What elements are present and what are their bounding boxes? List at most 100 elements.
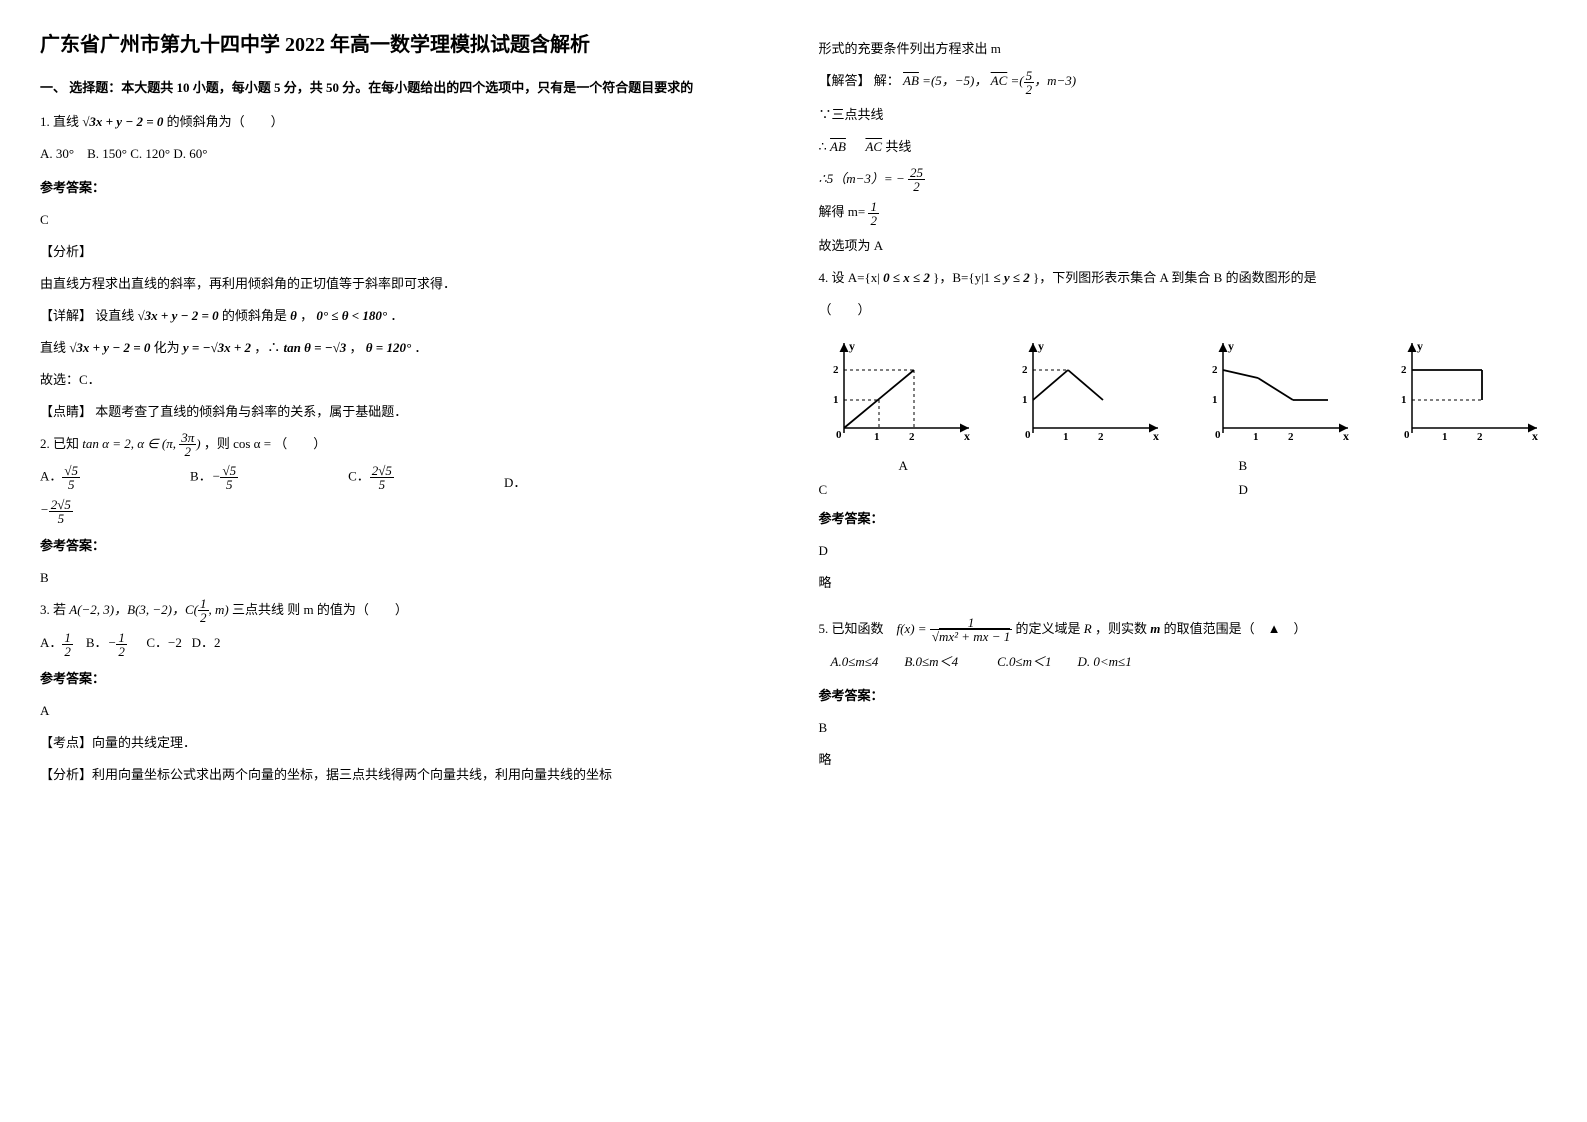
q1-stem: 1. 直线 √3x + y − 2 = 0 的倾斜角为（ ） (40, 109, 769, 135)
q1-d2f: tan θ = −√3 (284, 340, 347, 355)
q5-omit: 略 (819, 747, 1548, 773)
sol3-line2: ∵三点共线 (819, 102, 1548, 128)
q4-labelD: D (1239, 482, 1248, 498)
q2-ad: 5 (62, 478, 80, 491)
q5-m: m (1150, 621, 1160, 636)
q2-fd: 2 (179, 445, 196, 458)
q5-R: R (1084, 621, 1092, 636)
q1-d1f: 0° ≤ θ < 180° (316, 308, 387, 323)
q2-optC: C．2√55 (348, 464, 394, 491)
q1-d1e: ， (300, 308, 313, 323)
svg-text:y: y (1417, 339, 1423, 353)
q5-s2: ，则实数 (1095, 621, 1147, 636)
q2-fn: 3π (179, 431, 196, 445)
q3-options: A．12 B．−12 C．−2 D．2 (40, 630, 769, 658)
sol3-1d: 2 (1024, 83, 1035, 96)
q3-kp-label: 【考点】 (40, 735, 92, 750)
sol3-ab: AB (903, 73, 919, 88)
q1-d1g: ． (390, 308, 403, 323)
q4-labelC: C (819, 482, 1239, 498)
svg-text:0: 0 (1404, 429, 1410, 441)
q4-ans: D (819, 538, 1548, 564)
sol3-1n: 5 (1024, 69, 1035, 83)
q3-bd: 2 (116, 645, 127, 658)
q1-stem-prefix: 1. 直线 (40, 114, 79, 129)
sol3-1a: 解： (874, 73, 900, 88)
q1-d1a: 设直线 (95, 308, 134, 323)
graph-c: 0 1 2 1 2 x y (1198, 338, 1358, 448)
q2-ans: B (40, 565, 769, 591)
q4-option-labels-1: A B (819, 458, 1548, 474)
q2-optB: B．−√55 (190, 464, 238, 491)
q4-ans-label: 参考答案： (819, 506, 1548, 532)
svg-text:1: 1 (1063, 431, 1069, 443)
q2-dd: 5 (49, 512, 73, 525)
q3-end: , m) (209, 602, 229, 617)
q3-optC: C．−2 (146, 635, 182, 650)
q2-cn: 2√5 (370, 464, 394, 478)
svg-text:0: 0 (1215, 429, 1221, 441)
svg-text:0: 0 (1025, 429, 1031, 441)
sol3-3d: AC (865, 139, 882, 154)
sol3-1f: ，m−3) (1034, 73, 1076, 88)
q5-prefix: 5. 已知函数 (819, 621, 884, 636)
svg-text:2: 2 (1288, 431, 1294, 443)
q3-bn: 1 (116, 631, 127, 645)
q1-d2a: 直线 (40, 340, 66, 355)
q2-tan-end: ) (196, 436, 200, 451)
sol3-3e: 共线 (885, 139, 911, 154)
q2-an: √5 (62, 464, 80, 478)
q1-d2g: ， (350, 340, 363, 355)
graph-d: 0 1 2 1 2 x y (1387, 338, 1547, 448)
q5-stem: 5. 已知函数 f(x) = 1√mx² + mx − 1 的定义域是 R ，则… (819, 616, 1548, 644)
q1-d1b: √3x + y − 2 = 0 (138, 308, 219, 323)
q1-d2i: ． (414, 340, 427, 355)
svg-text:1: 1 (1253, 431, 1259, 443)
q1-formula: √3x + y − 2 = 0 (82, 114, 163, 129)
sol3-line5: 解得 m= 12 (819, 199, 1548, 227)
q2-optA: A．√55 (40, 464, 80, 491)
sol3-1c: =(5，−5)， (922, 73, 987, 88)
q1-analysis: 由直线方程求出直线的斜率，再利用倾斜角的正切值等于斜率即可求得． (40, 271, 769, 297)
sol3-3a: ∴ (819, 139, 827, 154)
sol3-line6: 故选项为 A (819, 233, 1548, 259)
q3-prefix: 3. 若 (40, 602, 66, 617)
svg-text:1: 1 (1022, 394, 1028, 406)
svg-text:2: 2 (833, 364, 839, 376)
q4-b: 0 ≤ x ≤ 2 (883, 270, 930, 285)
svg-text:2: 2 (909, 431, 915, 443)
q2-prefix: 2. 已知 (40, 436, 82, 451)
q5-den: √mx² + mx − 1 (930, 630, 1012, 643)
q1-d1d: θ (290, 308, 297, 323)
q1-d2b: √3x + y − 2 = 0 (69, 340, 150, 355)
q4-labelB: B (1239, 458, 1248, 474)
q2-dn: 2√5 (49, 498, 73, 512)
svg-text:2: 2 (1477, 431, 1483, 443)
q3-ans: A (40, 698, 769, 724)
q3-fn: 1 (198, 597, 209, 611)
q3-ad: 2 (62, 645, 73, 658)
svg-text:2: 2 (1212, 364, 1218, 376)
svg-text:1: 1 (1401, 394, 1407, 406)
q2-optD: −2√55 (40, 497, 769, 525)
q2-options-1: A．√55 B．−√55 C．2√55 D． (40, 464, 769, 491)
svg-text:y: y (849, 339, 855, 353)
q1-tip-label: 【点睛】 (40, 404, 92, 419)
q4-c: }，B={y|1 (933, 270, 990, 285)
q2-suffix: ，则 cos α = （ ） (204, 436, 326, 451)
q1-d1c: 的倾斜角是 (222, 308, 287, 323)
q2-stem: 2. 已知 tan α = 2, α ∈ (π, 3π2) ，则 cos α =… (40, 431, 769, 459)
right-column: 形式的充要条件列出方程求出 m 【解答】 解： AB =(5，−5)， AC =… (819, 30, 1548, 794)
q5-s1: 的定义域是 (1015, 621, 1080, 636)
sol3-4d: 2 (908, 180, 925, 193)
sol3-5d: 2 (868, 214, 879, 227)
q3-optD: D．2 (192, 635, 221, 650)
q2-bd: 5 (220, 478, 238, 491)
q3-an-text: 利用向量坐标公式求出两个向量的坐标，据三点共线得两个向量共线，利用向量共线的坐标 (92, 767, 612, 782)
q1-detail-label: 【详解】 (40, 308, 92, 323)
q1-tip: 【点睛】 本题考查了直线的倾斜角与斜率的关系，属于基础题． (40, 399, 769, 425)
q2-optA-label: A． (40, 469, 62, 484)
part1-heading: 一、 选择题：本大题共 10 小题，每小题 5 分，共 50 分。在每小题给出的… (40, 78, 769, 99)
q5-ans-label: 参考答案： (819, 683, 1548, 709)
q3-an-label: 【分析】 (40, 767, 92, 782)
